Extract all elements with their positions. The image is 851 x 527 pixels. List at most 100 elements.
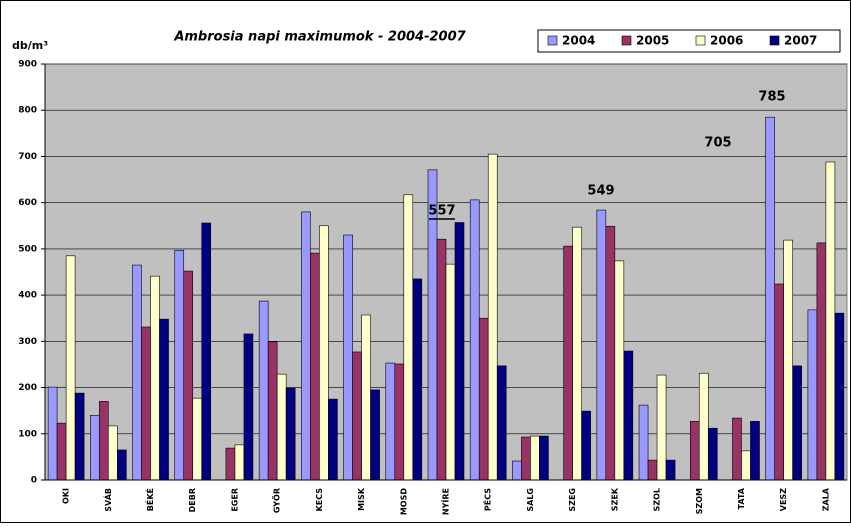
legend-label: 2007	[784, 34, 817, 48]
x-tick-label: ZALA	[821, 487, 830, 511]
bar	[201, 222, 212, 481]
bar	[159, 318, 169, 481]
bar	[581, 410, 591, 481]
bar	[99, 401, 109, 481]
y-tick-label: 200	[18, 383, 37, 393]
bar	[783, 239, 793, 481]
legend-label: 2006	[710, 34, 743, 48]
bar	[225, 447, 236, 481]
x-tick-label: OKI	[62, 488, 71, 504]
y-axis-label: db/m³	[12, 39, 48, 52]
bar	[192, 397, 203, 481]
legend-label: 2004	[562, 34, 595, 48]
bar	[825, 161, 836, 481]
y-tick-label: 300	[18, 337, 37, 347]
y-tick-label: 0	[31, 476, 37, 486]
x-tick-label: SZOL	[653, 488, 662, 511]
y-tick-label: 500	[18, 244, 37, 254]
bar	[319, 225, 329, 481]
bar	[343, 234, 353, 481]
bar	[47, 386, 58, 481]
x-tick-label: BÉKÉ	[144, 488, 155, 511]
y-tick-label: 100	[18, 429, 37, 439]
bar	[174, 249, 185, 481]
bar	[816, 242, 827, 481]
legend-swatch	[769, 35, 780, 46]
bar	[385, 362, 396, 481]
y-tick-label: 600	[18, 198, 37, 208]
legend-box	[537, 29, 841, 53]
bar	[301, 211, 311, 481]
bar	[539, 435, 549, 481]
bar	[707, 427, 718, 481]
bar	[243, 333, 254, 481]
y-tick-label: 900	[18, 60, 37, 70]
bar	[361, 314, 371, 481]
bar	[834, 312, 845, 481]
x-tick-label: MISK	[357, 487, 366, 511]
bar	[478, 317, 489, 481]
bar	[370, 389, 380, 481]
bar	[74, 392, 85, 481]
bar	[496, 365, 507, 481]
y-tick-label: 400	[18, 291, 37, 301]
bar	[132, 264, 142, 481]
annotation: 785	[758, 90, 785, 105]
bar	[108, 425, 118, 481]
x-tick-label: TATA	[737, 487, 746, 509]
bar	[596, 209, 607, 481]
x-tick-label: KECS	[315, 488, 324, 512]
x-tick-label: VESZ	[779, 488, 788, 511]
x-tick-label: PÉCS	[482, 488, 493, 511]
x-tick-label: EGER	[230, 488, 239, 512]
bar	[310, 252, 320, 481]
bar	[765, 116, 775, 481]
y-tick-label: 700	[18, 152, 37, 162]
bar	[807, 309, 818, 481]
bar	[65, 255, 76, 481]
bar	[656, 374, 667, 481]
bar	[234, 444, 245, 481]
bar	[445, 263, 456, 481]
x-tick-label: GYŐR	[272, 488, 282, 513]
bar	[605, 225, 616, 481]
bar	[750, 420, 760, 481]
bar	[276, 373, 287, 481]
bar	[689, 420, 700, 481]
annotation: 557	[428, 204, 455, 219]
bar	[469, 199, 480, 481]
bar	[792, 365, 802, 481]
bar	[665, 459, 676, 481]
bar	[572, 226, 582, 481]
legend-swatch	[547, 35, 558, 46]
bar	[394, 363, 405, 481]
bar	[183, 270, 194, 481]
bar	[285, 387, 296, 481]
chart-title: Ambrosia napi maximumok - 2004-2007	[173, 30, 466, 45]
bar	[454, 222, 465, 481]
bar	[698, 372, 709, 481]
bar	[436, 238, 447, 481]
bar	[774, 283, 784, 481]
bar	[647, 459, 658, 481]
bar	[512, 460, 522, 481]
x-tick-label: SZEK	[610, 487, 619, 511]
bar	[328, 398, 338, 481]
legend-swatch	[695, 35, 706, 46]
x-tick-label: MOSD	[399, 488, 408, 516]
legend-label: 2005	[636, 34, 669, 48]
legend-swatch	[621, 35, 632, 46]
y-tick-label: 800	[18, 106, 37, 116]
bar	[412, 278, 423, 481]
annotation: 549	[587, 184, 614, 199]
x-tick-label: SALG	[526, 488, 535, 512]
bar	[56, 422, 67, 481]
x-tick-label: SVÁB	[102, 488, 113, 512]
bar	[117, 449, 127, 481]
bar	[530, 435, 540, 481]
bar	[258, 300, 269, 481]
bar	[403, 194, 414, 481]
bar	[563, 245, 573, 481]
bar	[521, 436, 531, 481]
